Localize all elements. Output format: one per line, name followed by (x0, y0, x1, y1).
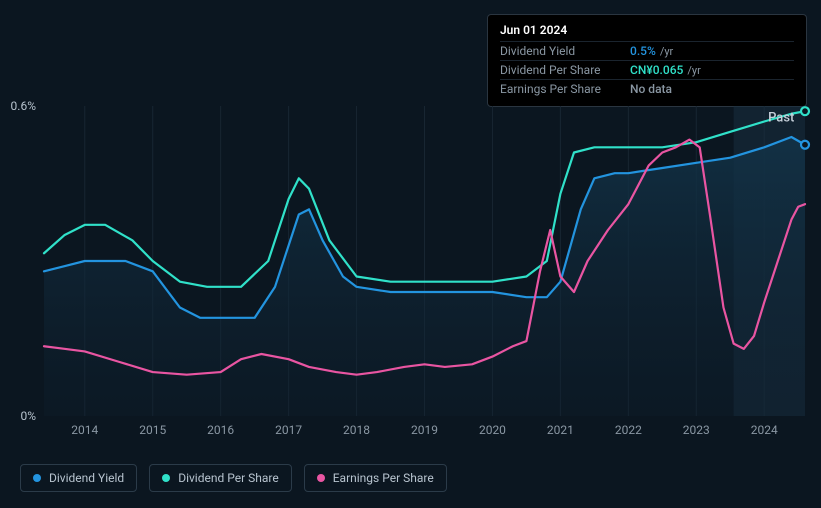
x-axis-label: 2016 (207, 423, 234, 437)
x-axis-label: 2022 (615, 423, 642, 437)
plot-svg: 0.6% 0% 2014 2015 2016 2017 2018 2019 2020 2021 20… (0, 0, 821, 508)
x-axis-label: 2024 (751, 423, 778, 437)
x-axis-label: 2021 (547, 423, 574, 437)
y-axis-label: 0.6% (11, 99, 37, 113)
legend-label: Earnings Per Share (333, 471, 434, 485)
legend-item-dividend-per-share[interactable]: Dividend Per Share (149, 464, 292, 492)
x-axis-label: 2020 (479, 423, 506, 437)
x-axis-label: 2014 (71, 423, 98, 437)
x-axis-label: 2017 (275, 423, 302, 437)
legend-dot (317, 474, 325, 482)
legend: Dividend Yield Dividend Per Share Earnin… (20, 464, 447, 492)
past-label: Past (768, 111, 794, 126)
legend-label: Dividend Yield (49, 471, 124, 485)
x-axis-label: 2015 (139, 423, 166, 437)
x-axis-label: 2018 (343, 423, 370, 437)
legend-dot (162, 474, 170, 482)
chart-container: Jun 01 2024 Dividend Yield 0.5% /yr Divi… (0, 0, 821, 508)
x-axis-label: 2023 (683, 423, 710, 437)
legend-dot (33, 474, 41, 482)
y-axis-label: 0% (20, 409, 36, 423)
legend-item-dividend-yield[interactable]: Dividend Yield (20, 464, 137, 492)
x-axis-label: 2019 (411, 423, 438, 437)
legend-label: Dividend Per Share (178, 471, 279, 485)
legend-item-earnings-per-share[interactable]: Earnings Per Share (304, 464, 447, 492)
